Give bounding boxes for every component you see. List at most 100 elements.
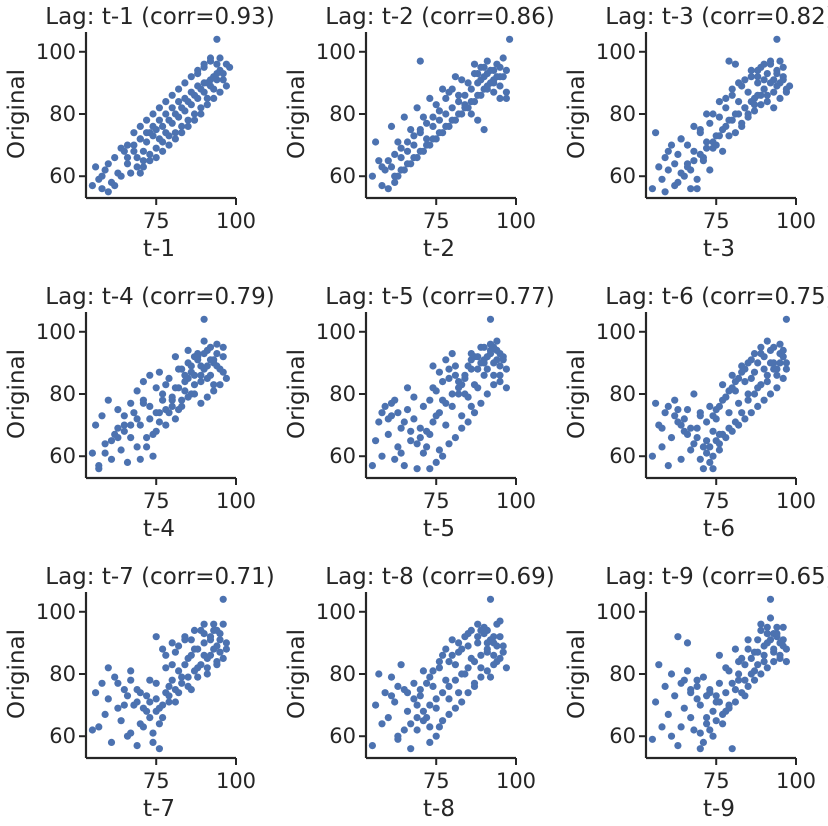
scatter-point: [696, 745, 704, 753]
scatter-point: [407, 745, 415, 753]
scatter-point: [715, 113, 724, 121]
scatter-point: [139, 163, 147, 171]
scatter-point: [213, 350, 221, 358]
scatter-point: [738, 689, 746, 697]
scatter-point: [104, 396, 112, 404]
scatter-point: [712, 141, 720, 149]
y-tick-label: 80: [49, 662, 76, 686]
scatter-point: [750, 107, 759, 115]
scatter-point: [728, 91, 736, 99]
scatter-point: [655, 163, 663, 171]
scatter-point: [200, 79, 208, 87]
scatter-point: [741, 415, 749, 423]
scatter-point: [652, 698, 660, 706]
scatter-point: [763, 623, 771, 631]
scatter-point: [200, 88, 208, 96]
scatter-point: [206, 633, 215, 641]
scatter-point: [190, 667, 199, 675]
scatter-point: [416, 57, 424, 65]
scatter-point: [709, 465, 717, 473]
scatter-point: [674, 406, 682, 414]
scatter-point: [159, 390, 167, 398]
scatter-point: [372, 437, 380, 445]
scatter-point: [432, 458, 440, 466]
scatter-point: [728, 384, 736, 392]
scatter-point: [690, 726, 698, 734]
scatter-point: [104, 188, 112, 196]
scatter-point: [194, 94, 202, 102]
scatter-point: [152, 695, 160, 703]
scatter-point: [133, 154, 141, 162]
scatter-point: [474, 91, 482, 99]
scatter-point: [782, 315, 791, 323]
scatter-point: [664, 710, 672, 719]
scatter-point: [474, 633, 482, 641]
scatter-point: [117, 717, 125, 725]
scatter-point: [184, 374, 192, 382]
scatter-point: [127, 729, 135, 737]
scatter-point: [766, 79, 775, 87]
scatter-point: [187, 636, 195, 644]
scatter-point: [664, 147, 672, 155]
scatter-point: [419, 667, 427, 675]
scatter-point: [387, 163, 396, 171]
x-tick-label: 75: [423, 769, 450, 793]
scatter-point: [448, 636, 456, 644]
scatter-point: [413, 104, 421, 112]
scatter-point: [763, 371, 771, 379]
scatter-point: [139, 157, 147, 165]
scatter-point: [693, 682, 701, 691]
scatter-point: [474, 639, 482, 647]
scatter-point: [178, 396, 186, 404]
scatter-point: [136, 169, 144, 177]
scatter-point: [728, 745, 736, 753]
scatter-point: [210, 85, 218, 93]
scatter-point: [197, 399, 205, 407]
scatter-point: [184, 116, 192, 124]
y-tick-label: 100: [36, 320, 76, 344]
scatter-point: [766, 390, 775, 398]
panel-title: Lag: t-8 (corr=0.69): [325, 564, 554, 590]
scatter-point: [451, 371, 459, 379]
scatter-point: [725, 57, 733, 65]
scatter-point: [493, 337, 501, 345]
scatter-point: [439, 452, 447, 460]
scatter-point: [146, 676, 154, 684]
scatter-point: [400, 418, 408, 426]
scatter-point: [735, 79, 743, 87]
scatter-point: [92, 421, 100, 429]
scatter-point: [451, 362, 459, 370]
scatter-point: [165, 698, 173, 706]
scatter-point: [429, 682, 437, 691]
scatter-point: [435, 664, 443, 672]
scatter-point: [493, 73, 501, 81]
scatter-point: [741, 365, 749, 373]
scatter-point: [442, 122, 450, 130]
scatter-point: [203, 670, 211, 678]
panel-title: Lag: t-4 (corr=0.79): [45, 284, 274, 310]
scatter-point: [486, 315, 495, 323]
scatter-point: [181, 107, 189, 115]
scatter-point: [741, 676, 749, 684]
scatter-point: [712, 717, 720, 725]
scatter-point: [152, 679, 160, 687]
y-axis-label: Original: [564, 69, 590, 159]
scatter-point: [683, 406, 692, 414]
scatter-point: [197, 104, 205, 112]
scatter-point: [706, 119, 714, 127]
scatter-point: [652, 399, 660, 407]
scatter-point: [763, 664, 771, 672]
scatter-point: [706, 458, 714, 466]
scatter-point: [184, 393, 192, 401]
scatter-point: [426, 94, 434, 102]
scatter-point: [754, 91, 762, 99]
scatter-point: [429, 135, 437, 143]
scatter-point: [419, 707, 427, 715]
scatter-point: [766, 614, 775, 622]
scatter-point: [203, 94, 211, 102]
scatter-point: [206, 76, 215, 84]
scatter-point: [445, 374, 453, 382]
scatter-point: [206, 651, 215, 659]
scatter-point: [394, 682, 402, 691]
scatter-point: [648, 452, 657, 460]
